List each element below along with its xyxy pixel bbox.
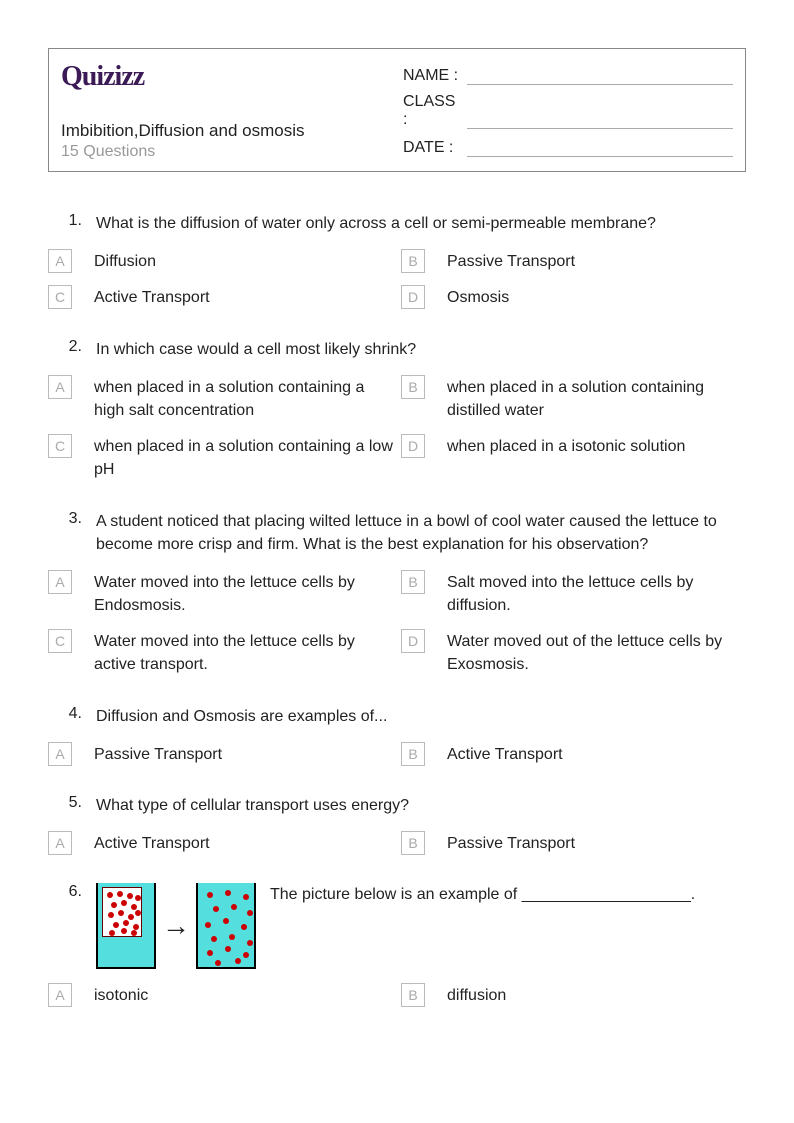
question-text: Diffusion and Osmosis are examples of... [96, 705, 746, 728]
class-line[interactable] [467, 109, 733, 129]
question: 3.A student noticed that placing wilted … [60, 510, 746, 556]
name-label: NAME : [403, 67, 463, 85]
option-text: Active Transport [447, 742, 563, 766]
option[interactable]: A Diffusion [48, 249, 393, 273]
quiz-title: Imbibition,Diffusion and osmosis [61, 121, 403, 141]
question-text: In which case would a cell most likely s… [96, 338, 746, 361]
date-row: DATE : [403, 137, 733, 157]
question-number: 2. [60, 338, 96, 361]
option-letter: A [48, 831, 72, 855]
option[interactable]: Cwhen placed in a solution containing a … [48, 434, 393, 481]
class-label: CLASS : [403, 93, 463, 129]
beaker-before [96, 883, 156, 969]
option-text: Active Transport [94, 285, 210, 309]
option[interactable]: B Active Transport [401, 742, 746, 766]
option-text: Diffusion [94, 249, 156, 273]
option[interactable]: Bdiffusion [401, 983, 746, 1007]
option[interactable]: B Salt moved into the lettuce cells by di… [401, 570, 746, 617]
option-letter: A [48, 742, 72, 766]
option[interactable]: C Water moved into the lettuce cells by a… [48, 629, 393, 676]
header-box: Quizizz Imbibition,Diffusion and osmosis… [48, 48, 746, 172]
options: A Passive Transport B Active Transport [48, 742, 746, 766]
option-letter: D [401, 629, 425, 653]
option-text: Passive Transport [94, 742, 222, 766]
option-text: Salt moved into the lettuce cells by dif… [447, 570, 746, 617]
option-letter: C [48, 629, 72, 653]
option-letter: C [48, 285, 72, 309]
option-letter: B [401, 375, 425, 399]
option-text: Passive Transport [447, 249, 575, 273]
option-letter: A [48, 375, 72, 399]
option-letter: A [48, 249, 72, 273]
options: A Diffusion B Passive Transport C Active Tran… [48, 249, 746, 309]
question-number: 3. [60, 510, 96, 556]
option[interactable]: D Osmosis [401, 285, 746, 309]
question-body: → The picture below is an example of ____… [96, 883, 746, 969]
option-text: when placed in a isotonic solution [447, 434, 685, 458]
name-line[interactable] [467, 65, 733, 85]
arrow-icon: → [162, 906, 190, 947]
option[interactable]: Bwhen placed in a solution containing di… [401, 375, 746, 422]
option-letter: B [401, 249, 425, 273]
question: 4.Diffusion and Osmosis are examples of.… [60, 705, 746, 728]
brand-logo: Quizizz [61, 61, 403, 93]
option-text: Osmosis [447, 285, 509, 309]
question-number: 5. [60, 794, 96, 817]
question-text: What type of cellular transport uses ene… [96, 794, 746, 817]
beaker-after [196, 883, 256, 969]
option-text: when placed in a solution containing dis… [447, 375, 746, 422]
option[interactable]: A Water moved into the lettuce cells by E… [48, 570, 393, 617]
option[interactable]: A Active Transport [48, 831, 393, 855]
options: Awhen placed in a solution containing a … [48, 375, 746, 482]
option-letter: C [48, 434, 72, 458]
header-left: Quizizz Imbibition,Diffusion and osmosis… [61, 61, 403, 161]
question-number: 6. [60, 883, 96, 969]
option-text: Active Transport [94, 831, 210, 855]
question-text: The picture below is an example of _____… [270, 883, 695, 906]
question: 1.What is the diffusion of water only ac… [60, 212, 746, 235]
option-text: when placed in a solution containing a l… [94, 434, 393, 481]
question: 2.In which case would a cell most likely… [60, 338, 746, 361]
option-letter: B [401, 570, 425, 594]
question: 6. → The picture below is an example of __… [60, 883, 746, 969]
option[interactable]: Dwhen placed in a isotonic solution [401, 434, 746, 481]
option-text: Water moved out of the lettuce cells by … [447, 629, 746, 676]
option-text: isotonic [94, 983, 148, 1007]
option[interactable]: B Passive Transport [401, 831, 746, 855]
options: A Water moved into the lettuce cells by E… [48, 570, 746, 677]
option[interactable]: B Passive Transport [401, 249, 746, 273]
option-text: Passive Transport [447, 831, 575, 855]
option-letter: B [401, 983, 425, 1007]
options: A Active Transport B Passive Transport [48, 831, 746, 855]
option-text: Water moved into the lettuce cells by ac… [94, 629, 393, 676]
name-row: NAME : [403, 65, 733, 85]
option-text: Water moved into the lettuce cells by En… [94, 570, 393, 617]
option[interactable]: C Active Transport [48, 285, 393, 309]
quiz-subtitle: 15 Questions [61, 143, 403, 161]
option-text: diffusion [447, 983, 506, 1007]
option-text: when placed in a solution containing a h… [94, 375, 393, 422]
date-line[interactable] [467, 137, 733, 157]
option-letter: D [401, 285, 425, 309]
option-letter: D [401, 434, 425, 458]
question-text: A student noticed that placing wilted le… [96, 510, 746, 556]
question-text: What is the diffusion of water only acro… [96, 212, 746, 235]
option-letter: B [401, 742, 425, 766]
class-row: CLASS : [403, 93, 733, 129]
option-letter: A [48, 983, 72, 1007]
option-letter: A [48, 570, 72, 594]
question: 5.What type of cellular transport uses e… [60, 794, 746, 817]
option[interactable]: Aisotonic [48, 983, 393, 1007]
option[interactable]: D Water moved out of the lettuce cells by… [401, 629, 746, 676]
question-number: 4. [60, 705, 96, 728]
option[interactable]: A Passive Transport [48, 742, 393, 766]
diffusion-diagram: → [96, 883, 256, 969]
options: Aisotonic Bdiffusion [48, 983, 746, 1007]
question-number: 1. [60, 212, 96, 235]
header-right: NAME : CLASS : DATE : [403, 61, 733, 161]
option-letter: B [401, 831, 425, 855]
questions-container: 1.What is the diffusion of water only ac… [48, 212, 746, 1008]
option[interactable]: Awhen placed in a solution containing a … [48, 375, 393, 422]
date-label: DATE : [403, 139, 463, 157]
